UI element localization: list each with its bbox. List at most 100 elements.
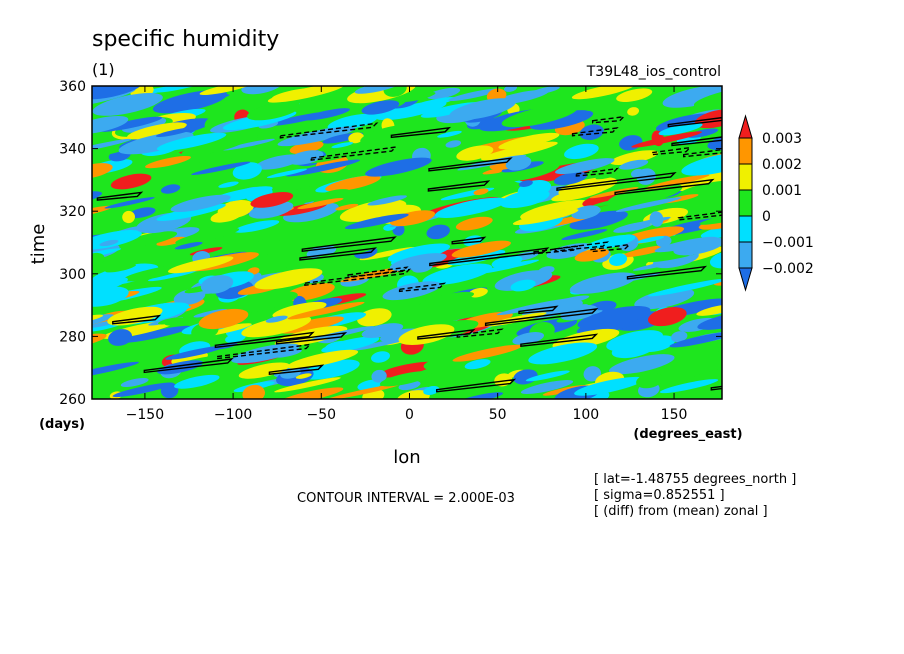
heatmap-cell — [104, 197, 155, 209]
contour-positive — [96, 191, 144, 201]
heatmap-cell — [473, 188, 489, 196]
heatmap-cell — [92, 252, 105, 266]
heatmap-cell — [644, 174, 710, 190]
contour-negative — [304, 268, 412, 286]
contour-positive — [275, 331, 348, 345]
colorbar-label: 0.001 — [762, 183, 802, 199]
contour-positive — [667, 116, 722, 128]
heatmap-cell — [501, 104, 578, 128]
heatmap-cell — [610, 150, 659, 166]
contour-negative — [683, 148, 722, 158]
heatmap-cell — [327, 113, 378, 131]
heatmap-cell — [222, 291, 298, 315]
heatmap-cell — [498, 132, 560, 150]
contour-positive — [427, 180, 491, 192]
heatmap-cell — [571, 86, 636, 100]
heatmap-cell — [238, 362, 290, 379]
heatmap-cell — [579, 124, 604, 141]
heatmap-cell — [112, 382, 174, 398]
contour-positive — [671, 136, 722, 147]
heatmap-cell — [636, 372, 663, 389]
colorbar-label: 0 — [762, 209, 771, 225]
heatmap-cell — [512, 208, 579, 226]
heatmap-cell — [423, 357, 452, 370]
heatmap-cell — [357, 308, 392, 327]
heatmap-cell — [464, 359, 491, 370]
x-axis: −150 −100 −50 0 50 100 150 — [126, 86, 687, 423]
heatmap-cell — [325, 175, 381, 192]
colorbar-label: −0.002 — [762, 261, 814, 277]
contour-positive — [518, 305, 559, 315]
contour-positive — [614, 178, 715, 196]
heatmap-cell — [615, 197, 682, 212]
heatmap-cell — [181, 138, 246, 156]
heatmap-cell — [698, 209, 722, 230]
heatmap-cell — [589, 187, 639, 199]
colorbar-box — [738, 163, 753, 191]
heatmap-cell — [168, 256, 234, 274]
colorbar-box — [738, 189, 753, 217]
heatmap-cell — [669, 332, 722, 348]
heatmap-cell — [398, 324, 455, 345]
heatmap-cell — [159, 94, 230, 111]
x-tick-label: −100 — [214, 407, 252, 423]
colorbar-label: 0.003 — [762, 131, 802, 147]
heatmap-cell — [632, 259, 683, 271]
heatmap-cell — [696, 304, 722, 316]
contour-negative — [456, 328, 504, 338]
heatmap-cell — [175, 227, 240, 245]
x-tick-label: −150 — [126, 407, 164, 423]
heatmap-cell — [577, 305, 651, 330]
heatmap-cell — [609, 354, 675, 375]
heatmap-field — [55, 86, 722, 399]
heatmap-cell — [191, 161, 251, 176]
heatmap-cell — [379, 371, 432, 387]
heatmap-cell — [658, 123, 703, 136]
heatmap-cell — [671, 331, 688, 343]
colorbar-box — [738, 215, 753, 243]
y-tick-label: 280 — [59, 329, 86, 345]
y-axis: 260 280 300 320 340 360 — [59, 79, 722, 408]
colorbar-label: 0.002 — [762, 157, 802, 173]
heatmap-cell — [279, 387, 344, 399]
chart-subtitle: (1) — [92, 60, 115, 79]
heatmap-cell — [609, 253, 628, 266]
contour-positive — [451, 236, 487, 245]
heatmap-cell — [583, 366, 602, 382]
heatmap-cell — [510, 279, 536, 292]
heatmap-cell — [480, 141, 558, 161]
contour-negative — [398, 282, 447, 293]
info-latitude: [ lat=-1.48755 degrees_north ] — [594, 472, 796, 487]
heatmap-cell — [271, 88, 314, 101]
contour-negative — [347, 266, 409, 278]
contour-negative — [533, 245, 580, 255]
heatmap-cell — [92, 93, 163, 116]
heatmap-cell — [287, 301, 365, 320]
chart-title: specific humidity — [92, 27, 279, 52]
heatmap-cell — [681, 152, 722, 176]
heatmap-cell — [92, 229, 93, 244]
heatmap-cell — [456, 392, 504, 399]
heatmap-cell — [494, 161, 560, 182]
heatmap-cell — [295, 373, 312, 379]
heatmap-cell — [339, 199, 407, 222]
heatmap-cell — [118, 131, 194, 155]
x-tick-label: 50 — [489, 407, 507, 423]
heatmap-cell — [422, 263, 493, 286]
heatmap-cell — [445, 140, 462, 148]
heatmap-cell — [297, 198, 344, 209]
heatmap-cell — [266, 168, 308, 179]
heatmap-cell — [121, 231, 178, 248]
heatmap-cell — [518, 180, 533, 187]
heatmap-cell — [55, 174, 91, 196]
heatmap-cell — [271, 111, 329, 126]
heatmap-cell — [627, 107, 640, 116]
contour-positive — [429, 247, 550, 267]
heatmap-cell — [263, 238, 283, 256]
heatmap-cell — [250, 192, 294, 208]
info-diff: [ (diff) from (mean) zonal ] — [594, 504, 768, 519]
contour-positive — [436, 378, 517, 393]
heatmap-cell — [448, 88, 501, 101]
heatmap-cell — [229, 233, 247, 241]
heatmap-cell — [569, 272, 637, 294]
